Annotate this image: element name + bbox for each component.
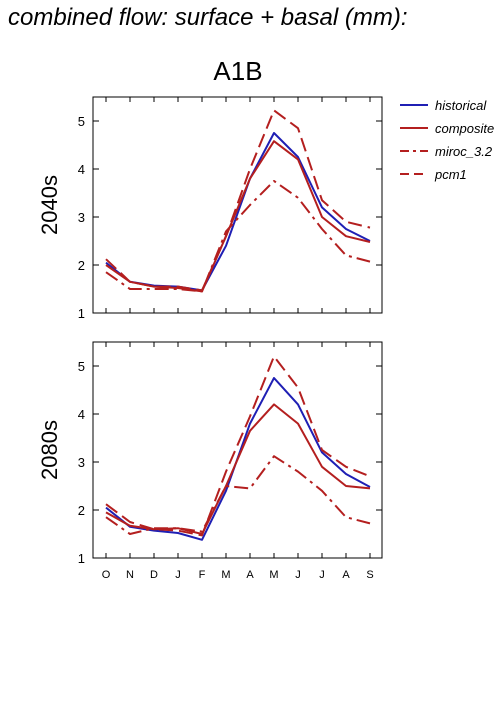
x-tick-label: N xyxy=(126,569,134,581)
x-tick-label: A xyxy=(246,569,254,581)
y-tick-label: 1 xyxy=(78,306,85,321)
series-line-composite xyxy=(105,403,371,535)
plot-frame xyxy=(92,341,383,559)
page-title: combined flow: surface + basal (mm): xyxy=(8,4,408,31)
x-tick-label: F xyxy=(199,569,206,581)
x-tick-label: J xyxy=(319,569,325,581)
y-tick-label: 5 xyxy=(78,114,85,129)
x-tick-label: O xyxy=(102,569,111,581)
panel-2080s: 1 2 3 4 5 2080s xyxy=(37,341,383,566)
chart-title: A1B xyxy=(213,56,262,86)
legend: historical composite miroc_3.2 pcm1 xyxy=(400,98,494,182)
series-line-miroc_3.2 xyxy=(105,455,371,535)
y-tick-label: 4 xyxy=(78,407,85,422)
y-tick-label: 5 xyxy=(78,359,85,374)
legend-label-miroc_3.2: miroc_3.2 xyxy=(435,144,493,159)
y-tick-label: 3 xyxy=(78,455,85,470)
panel-2040s: 1 2 3 4 5 2040s xyxy=(37,96,383,321)
x-tick-label: D xyxy=(150,569,158,581)
legend-label-composite: composite xyxy=(435,121,494,136)
x-tick-label: M xyxy=(269,569,278,581)
y-tick-label: 1 xyxy=(78,551,85,566)
x-tick-label: A xyxy=(342,569,350,581)
series-line-historical xyxy=(105,132,371,292)
y-tick-label: 3 xyxy=(78,210,85,225)
series-line-pcm1 xyxy=(105,355,371,537)
panel-ylabel: 2080s xyxy=(37,420,62,480)
series-line-miroc_3.2 xyxy=(105,180,371,293)
x-tick-label: J xyxy=(175,569,181,581)
plot-frame xyxy=(92,96,383,314)
x-tick-label: S xyxy=(366,569,373,581)
panel-ylabel: 2040s xyxy=(37,175,62,235)
y-tick-label: 4 xyxy=(78,162,85,177)
legend-label-pcm1: pcm1 xyxy=(434,167,467,182)
x-tick-label: J xyxy=(295,569,301,581)
legend-label-historical: historical xyxy=(435,98,487,113)
y-tick-label: 2 xyxy=(78,503,85,518)
series-line-pcm1 xyxy=(105,109,371,292)
y-tick-label: 2 xyxy=(78,258,85,273)
chart-panels: 1 2 3 4 5 2040s 1 2 3 4 5 2080s O N D J F M A M J J A S xyxy=(37,96,383,581)
x-tick-label: M xyxy=(221,569,230,581)
